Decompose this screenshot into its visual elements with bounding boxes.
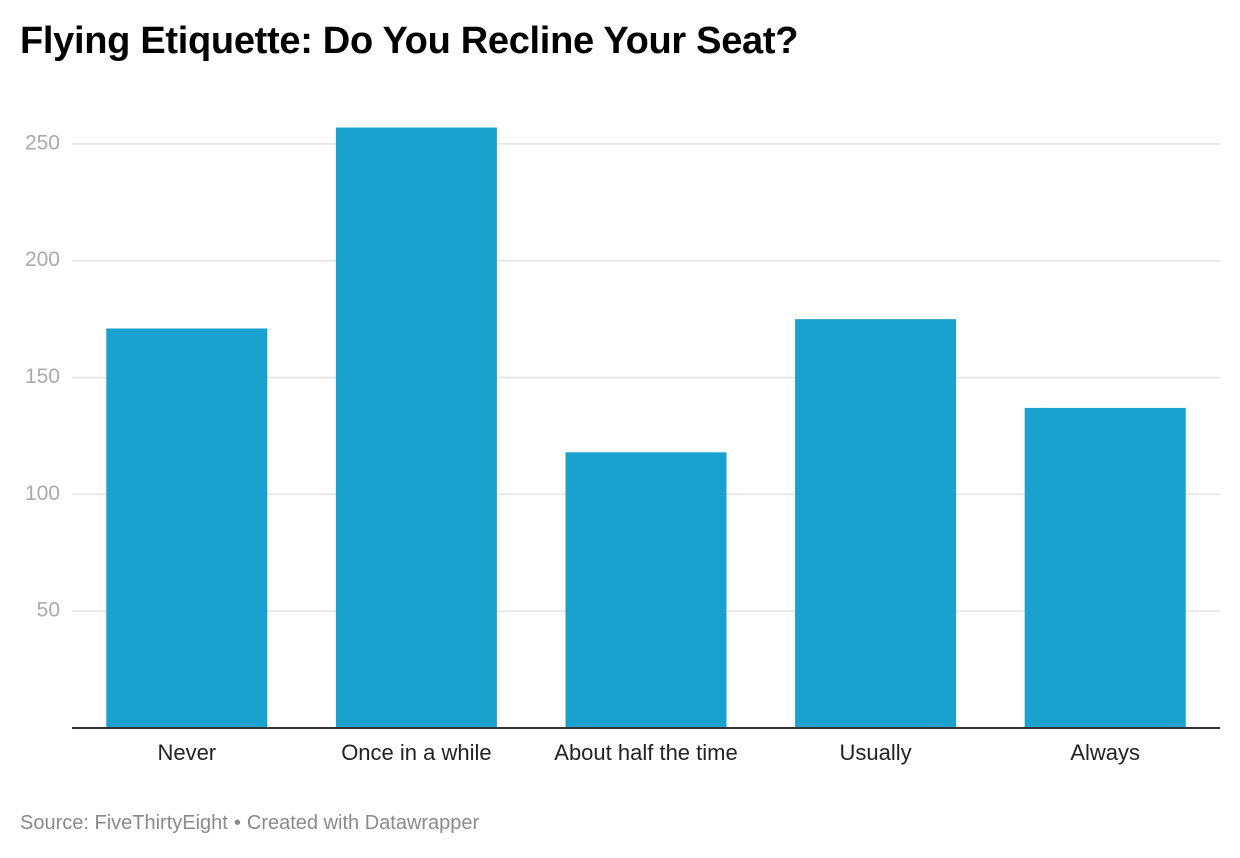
bar-once-in-a-while: [335, 127, 497, 728]
bar-about-half-the-time: [565, 452, 727, 728]
x-axis-tick-labels: Never Once in a while About half the time U…: [157, 740, 1140, 765]
y-tick-label: 150: [25, 365, 60, 388]
bar-always: [1024, 407, 1186, 728]
x-tick-label: Once in a while: [341, 740, 491, 765]
y-tick-label: 250: [25, 131, 60, 154]
x-tick-label: Never: [157, 740, 216, 765]
y-tick-label: 50: [37, 599, 60, 622]
bars: [106, 127, 1186, 728]
footer: Source: FiveThirtyEight • Created with Dat…: [20, 812, 479, 835]
y-axis-tick-labels: 50 100 150 200 250: [25, 131, 60, 621]
y-tick-label: 100: [25, 482, 60, 505]
footer-separator: •: [233, 812, 241, 834]
chart-title: Flying Etiquette: Do You Recline Your Se…: [20, 20, 799, 62]
x-tick-label: Usually: [840, 740, 912, 765]
credit-text: Created with Datawrapper: [246, 812, 480, 834]
y-tick-label: 200: [25, 248, 60, 271]
source-text: Source: FiveThirtyEight: [20, 812, 228, 834]
x-tick-label: About half the time: [554, 740, 737, 765]
bar-never: [106, 328, 268, 728]
x-tick-label: Always: [1070, 740, 1140, 765]
bar-usually: [795, 319, 957, 728]
